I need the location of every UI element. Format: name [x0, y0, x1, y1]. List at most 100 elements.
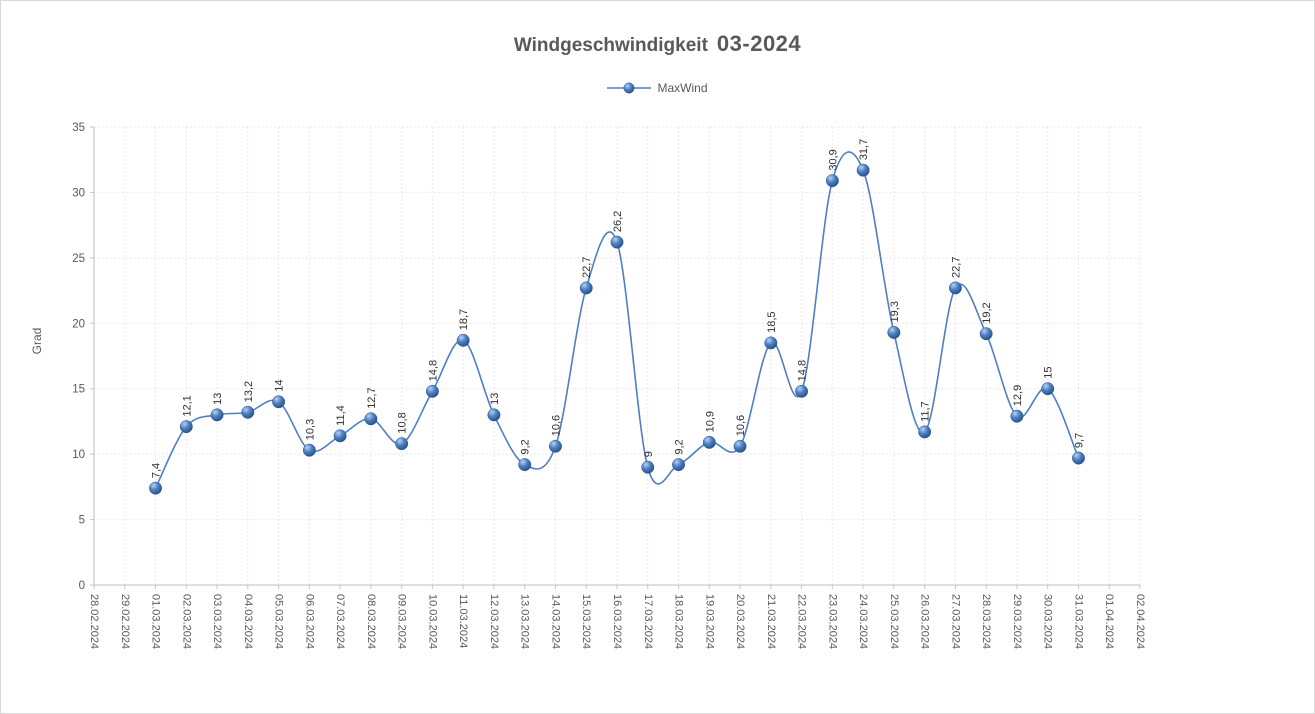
x-tick-label: 07.03.2024: [334, 594, 346, 649]
data-point-marker: [702, 435, 716, 449]
data-point-label: 7,4: [151, 463, 163, 478]
data-point-label: 11,4: [335, 405, 347, 426]
data-point-label: 31,7: [858, 139, 870, 160]
data-point-marker: [456, 333, 470, 347]
data-point-marker: [364, 412, 378, 426]
data-point-marker: [918, 425, 932, 439]
data-point-label: 12,9: [1012, 385, 1024, 406]
x-tick-label: 09.03.2024: [396, 594, 408, 649]
x-tick-label: 20.03.2024: [734, 594, 746, 649]
data-point-label: 19,2: [981, 302, 993, 323]
y-tick-label: 35: [72, 122, 85, 134]
data-point-label: 10,6: [550, 415, 562, 436]
data-point-label: 10,6: [735, 415, 747, 436]
x-tick-label: 01.04.2024: [1103, 594, 1115, 649]
data-point-label: 13: [489, 393, 501, 405]
data-point-label: 18,7: [458, 309, 470, 330]
data-point-marker: [856, 163, 870, 177]
data-point-label: 30,9: [827, 149, 839, 170]
data-point-label: 12,7: [366, 387, 378, 408]
x-tick-label: 28.02.2024: [88, 594, 100, 649]
data-point-label: 14,8: [427, 360, 439, 381]
vertical-gridlines: [93, 127, 1141, 585]
data-point-marker: [425, 384, 439, 398]
data-point-label: 13: [212, 393, 224, 405]
y-tick-label: 15: [72, 384, 85, 396]
x-tick-label: 02.03.2024: [180, 594, 192, 649]
data-point-marker: [948, 281, 962, 295]
y-axis-tick-labels: 0 5 10 15 20 25 30 35: [72, 122, 85, 592]
data-point-label: 26,2: [612, 211, 624, 232]
data-point-marker: [272, 395, 286, 409]
chart-title: Windgeschwindigkeit 03-2024: [1, 31, 1314, 60]
x-axis-tick-labels: 28.02.2024 29.02.2024 01.03.2024 02.03.2024…: [88, 594, 1146, 649]
data-point-label: 22,7: [950, 257, 962, 278]
data-point-label: 13,2: [243, 381, 255, 402]
data-point-marker: [487, 408, 501, 422]
data-point-label: 11,7: [920, 401, 932, 422]
x-tick-label: 19.03.2024: [703, 594, 715, 649]
data-point-label: 9: [643, 451, 655, 457]
data-point-marker: [210, 408, 224, 422]
axes: [90, 126, 1141, 589]
data-point-label: 10,9: [704, 411, 716, 432]
data-point-marker: [302, 443, 316, 457]
data-point-marker: [795, 384, 809, 398]
x-tick-label: 24.03.2024: [857, 594, 869, 649]
data-point-marker: [610, 235, 624, 249]
data-point-marker: [825, 174, 839, 188]
x-tick-label: 08.03.2024: [365, 594, 377, 649]
data-point-marker: [395, 437, 409, 451]
chart-title-main: Windgeschwindigkeit: [513, 35, 708, 56]
x-tick-label: 28.03.2024: [980, 594, 992, 649]
data-point-marker: [333, 429, 347, 443]
data-point-label: 14,8: [797, 360, 809, 381]
data-point-label: 19,3: [889, 301, 901, 322]
legend: MaxWind: [1, 81, 1314, 95]
data-point-marker: [1041, 382, 1055, 396]
data-point-marker: [733, 439, 747, 453]
x-tick-label: 16.03.2024: [611, 594, 623, 649]
data-point-marker: [579, 281, 593, 295]
y-tick-label: 20: [72, 318, 85, 330]
data-point-marker: [764, 336, 778, 350]
data-point-marker: [641, 460, 655, 474]
data-point-label: 10,8: [397, 412, 409, 433]
x-tick-label: 10.03.2024: [426, 594, 438, 649]
data-point-label: 22,7: [581, 257, 593, 278]
chart-title-period: 03-2024: [716, 31, 802, 56]
y-tick-label: 30: [72, 187, 85, 199]
x-tick-label: 22.03.2024: [796, 594, 808, 649]
x-tick-label: 21.03.2024: [765, 594, 777, 649]
x-tick-label: 30.03.2024: [1042, 594, 1054, 649]
data-point-marker: [241, 405, 255, 419]
x-tick-label: 27.03.2024: [949, 594, 961, 649]
data-point-marker: [887, 325, 901, 339]
x-tick-label: 01.03.2024: [150, 594, 162, 649]
data-point-marker: [1072, 451, 1085, 465]
data-point-label: 18,5: [766, 311, 778, 332]
x-tick-label: 18.03.2024: [673, 594, 685, 649]
data-point-marker: [979, 327, 993, 341]
x-tick-label: 29.03.2024: [1011, 594, 1023, 649]
x-tick-label: 26.03.2024: [919, 594, 931, 649]
data-point-marker: [518, 458, 532, 472]
x-tick-label: 13.03.2024: [519, 594, 531, 649]
data-point-marker: [672, 458, 685, 472]
y-tick-label: 25: [72, 253, 85, 265]
legend-series-label: MaxWind: [657, 81, 708, 95]
data-point-label: 9,2: [520, 439, 532, 454]
data-point-label: 12,1: [181, 395, 193, 416]
series-markers: [149, 163, 1085, 495]
data-point-label: 14: [274, 380, 286, 392]
data-point-label: 9,7: [1073, 433, 1085, 448]
data-labels: 7,4 12,1 13 13,2 14 10,3 11,4 12,7 10,8 14,8 18,7 1…: [151, 139, 1086, 478]
data-point-marker: [549, 439, 562, 453]
x-tick-label: 03.03.2024: [211, 594, 223, 649]
x-tick-label: 17.03.2024: [642, 594, 654, 649]
x-tick-label: 15.03.2024: [580, 594, 592, 649]
x-tick-label: 12.03.2024: [488, 594, 500, 649]
data-point-label: 9,2: [674, 439, 686, 454]
